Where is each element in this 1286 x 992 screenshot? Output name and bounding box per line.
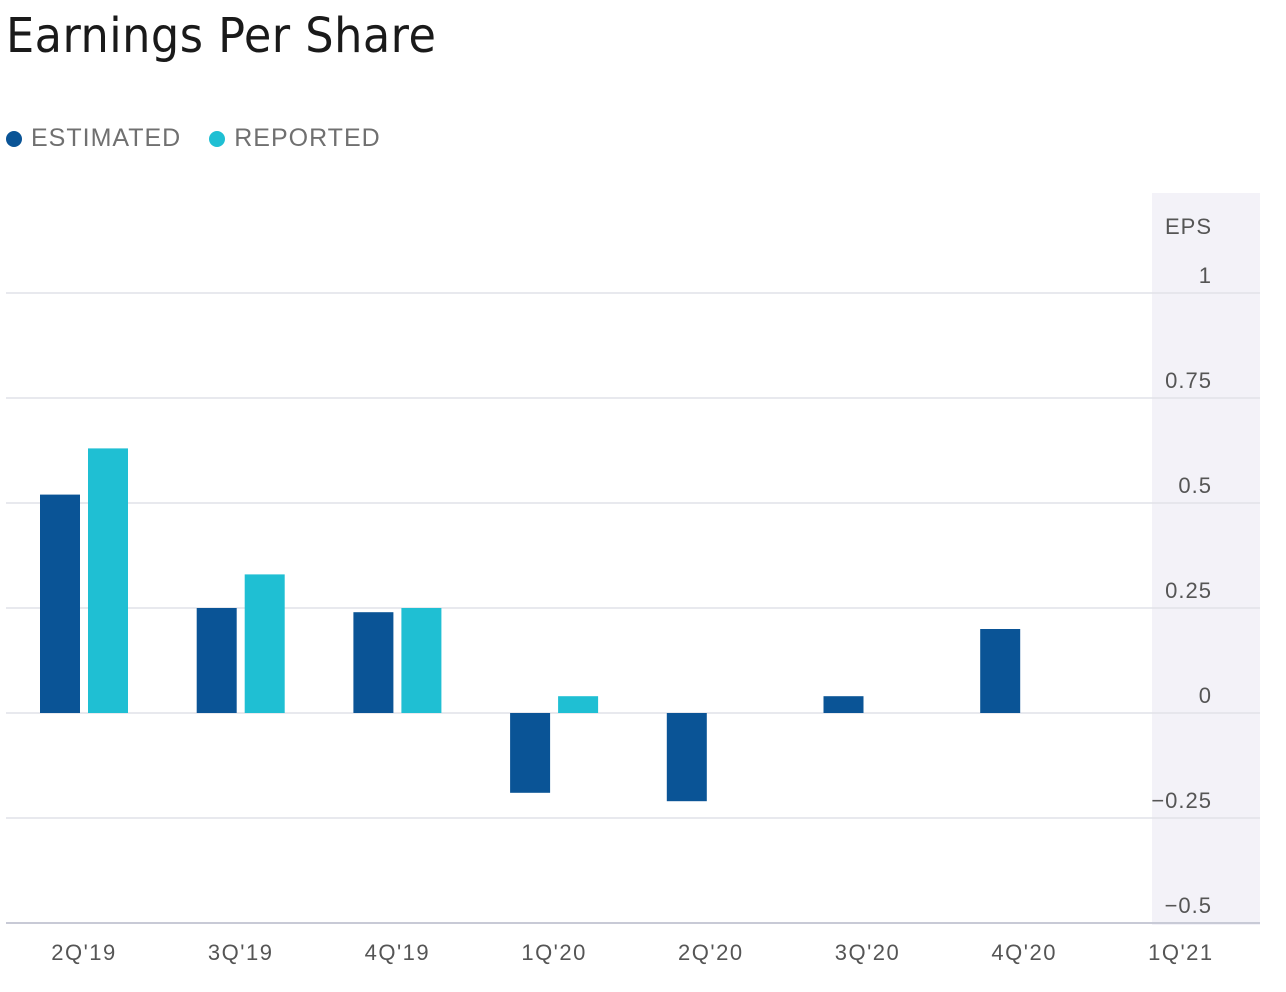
bar-reported-1[interactable] — [244, 574, 285, 713]
y-axis-band — [1152, 193, 1260, 925]
bar-estimated-0[interactable] — [40, 494, 80, 713]
x-tick-label: 2Q'20 — [678, 940, 744, 965]
bar-reported-3[interactable] — [558, 696, 599, 713]
x-axis-labels: 2Q'19 3Q'19 4Q'19 1Q'20 2Q'20 3Q'20 4Q'20 1Q'21 — [51, 940, 1214, 965]
legend-dot-estimated — [6, 130, 22, 147]
chart-legend: ESTIMATED REPORTED — [6, 124, 381, 153]
x-tick-label: 2Q'19 — [51, 940, 117, 965]
y-tick-label: 1 — [1199, 263, 1212, 288]
y-tick-label: 0 — [1199, 683, 1212, 708]
legend-item-reported[interactable]: REPORTED — [209, 124, 380, 153]
legend-item-estimated[interactable]: ESTIMATED — [6, 124, 181, 153]
y-tick-label: 0.25 — [1165, 578, 1212, 603]
legend-label-reported: REPORTED — [234, 124, 381, 152]
x-tick-label: 3Q'20 — [835, 940, 901, 965]
bars-group — [40, 448, 1021, 802]
y-axis-labels: 1 0.75 0.5 0.25 0 −0.25 −0.5 — [1151, 263, 1212, 918]
bar-estimated-5[interactable] — [823, 696, 864, 713]
chart-title: Earnings Per Share — [6, 8, 437, 64]
legend-label-estimated: ESTIMATED — [31, 124, 182, 152]
bar-estimated-1[interactable] — [196, 608, 237, 713]
y-tick-label: −0.5 — [1165, 893, 1212, 918]
bar-estimated-2[interactable] — [353, 612, 394, 713]
y-tick-label: 0.5 — [1178, 473, 1212, 498]
bar-estimated-6[interactable] — [980, 629, 1021, 713]
y-tick-label: 0.75 — [1165, 368, 1212, 393]
y-tick-label: −0.25 — [1151, 788, 1212, 813]
legend-dot-reported — [209, 130, 226, 147]
x-tick-label: 3Q'19 — [208, 940, 274, 965]
bar-estimated-3[interactable] — [510, 713, 551, 793]
bar-estimated-4[interactable] — [666, 713, 707, 802]
bar-reported-0[interactable] — [88, 448, 128, 713]
x-tick-label: 1Q'20 — [521, 940, 587, 965]
x-tick-label: 4Q'19 — [365, 940, 431, 965]
bar-reported-2[interactable] — [401, 608, 442, 713]
gridlines — [6, 292, 1260, 924]
x-tick-label: 4Q'20 — [991, 940, 1057, 965]
x-tick-label: 1Q'21 — [1148, 940, 1214, 965]
y-axis-title: EPS — [1165, 214, 1212, 239]
